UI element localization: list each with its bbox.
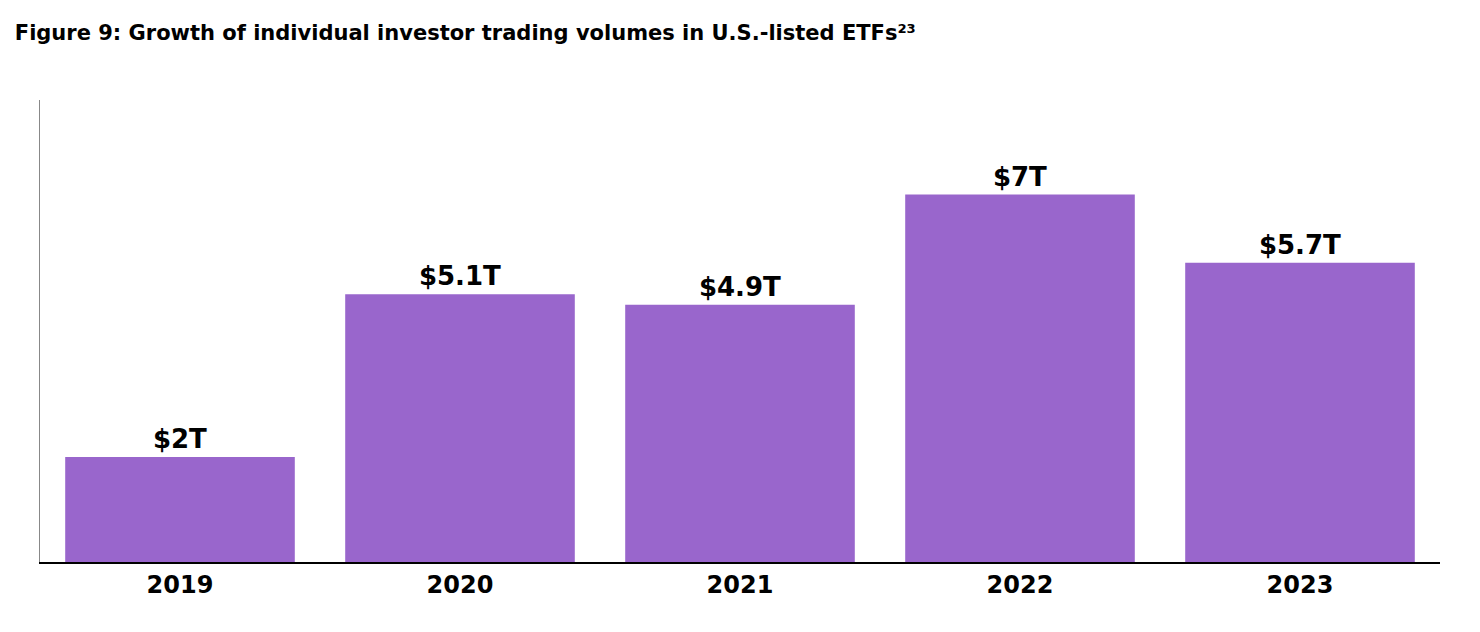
svg-text:$5.7T: $5.7T	[1259, 230, 1341, 260]
svg-text:2021: 2021	[707, 571, 774, 599]
svg-text:2023: 2023	[1267, 571, 1334, 599]
svg-text:Figure 9: Growth of individual: Figure 9: Growth of individual investor …	[15, 21, 916, 45]
svg-text:2020: 2020	[427, 571, 494, 599]
svg-text:2022: 2022	[987, 571, 1054, 599]
svg-text:$2T: $2T	[153, 424, 207, 454]
svg-text:$7T: $7T	[993, 162, 1047, 192]
svg-text:$4.9T: $4.9T	[699, 272, 781, 302]
svg-text:2019: 2019	[147, 571, 214, 599]
svg-text:$5.1T: $5.1T	[419, 261, 501, 291]
